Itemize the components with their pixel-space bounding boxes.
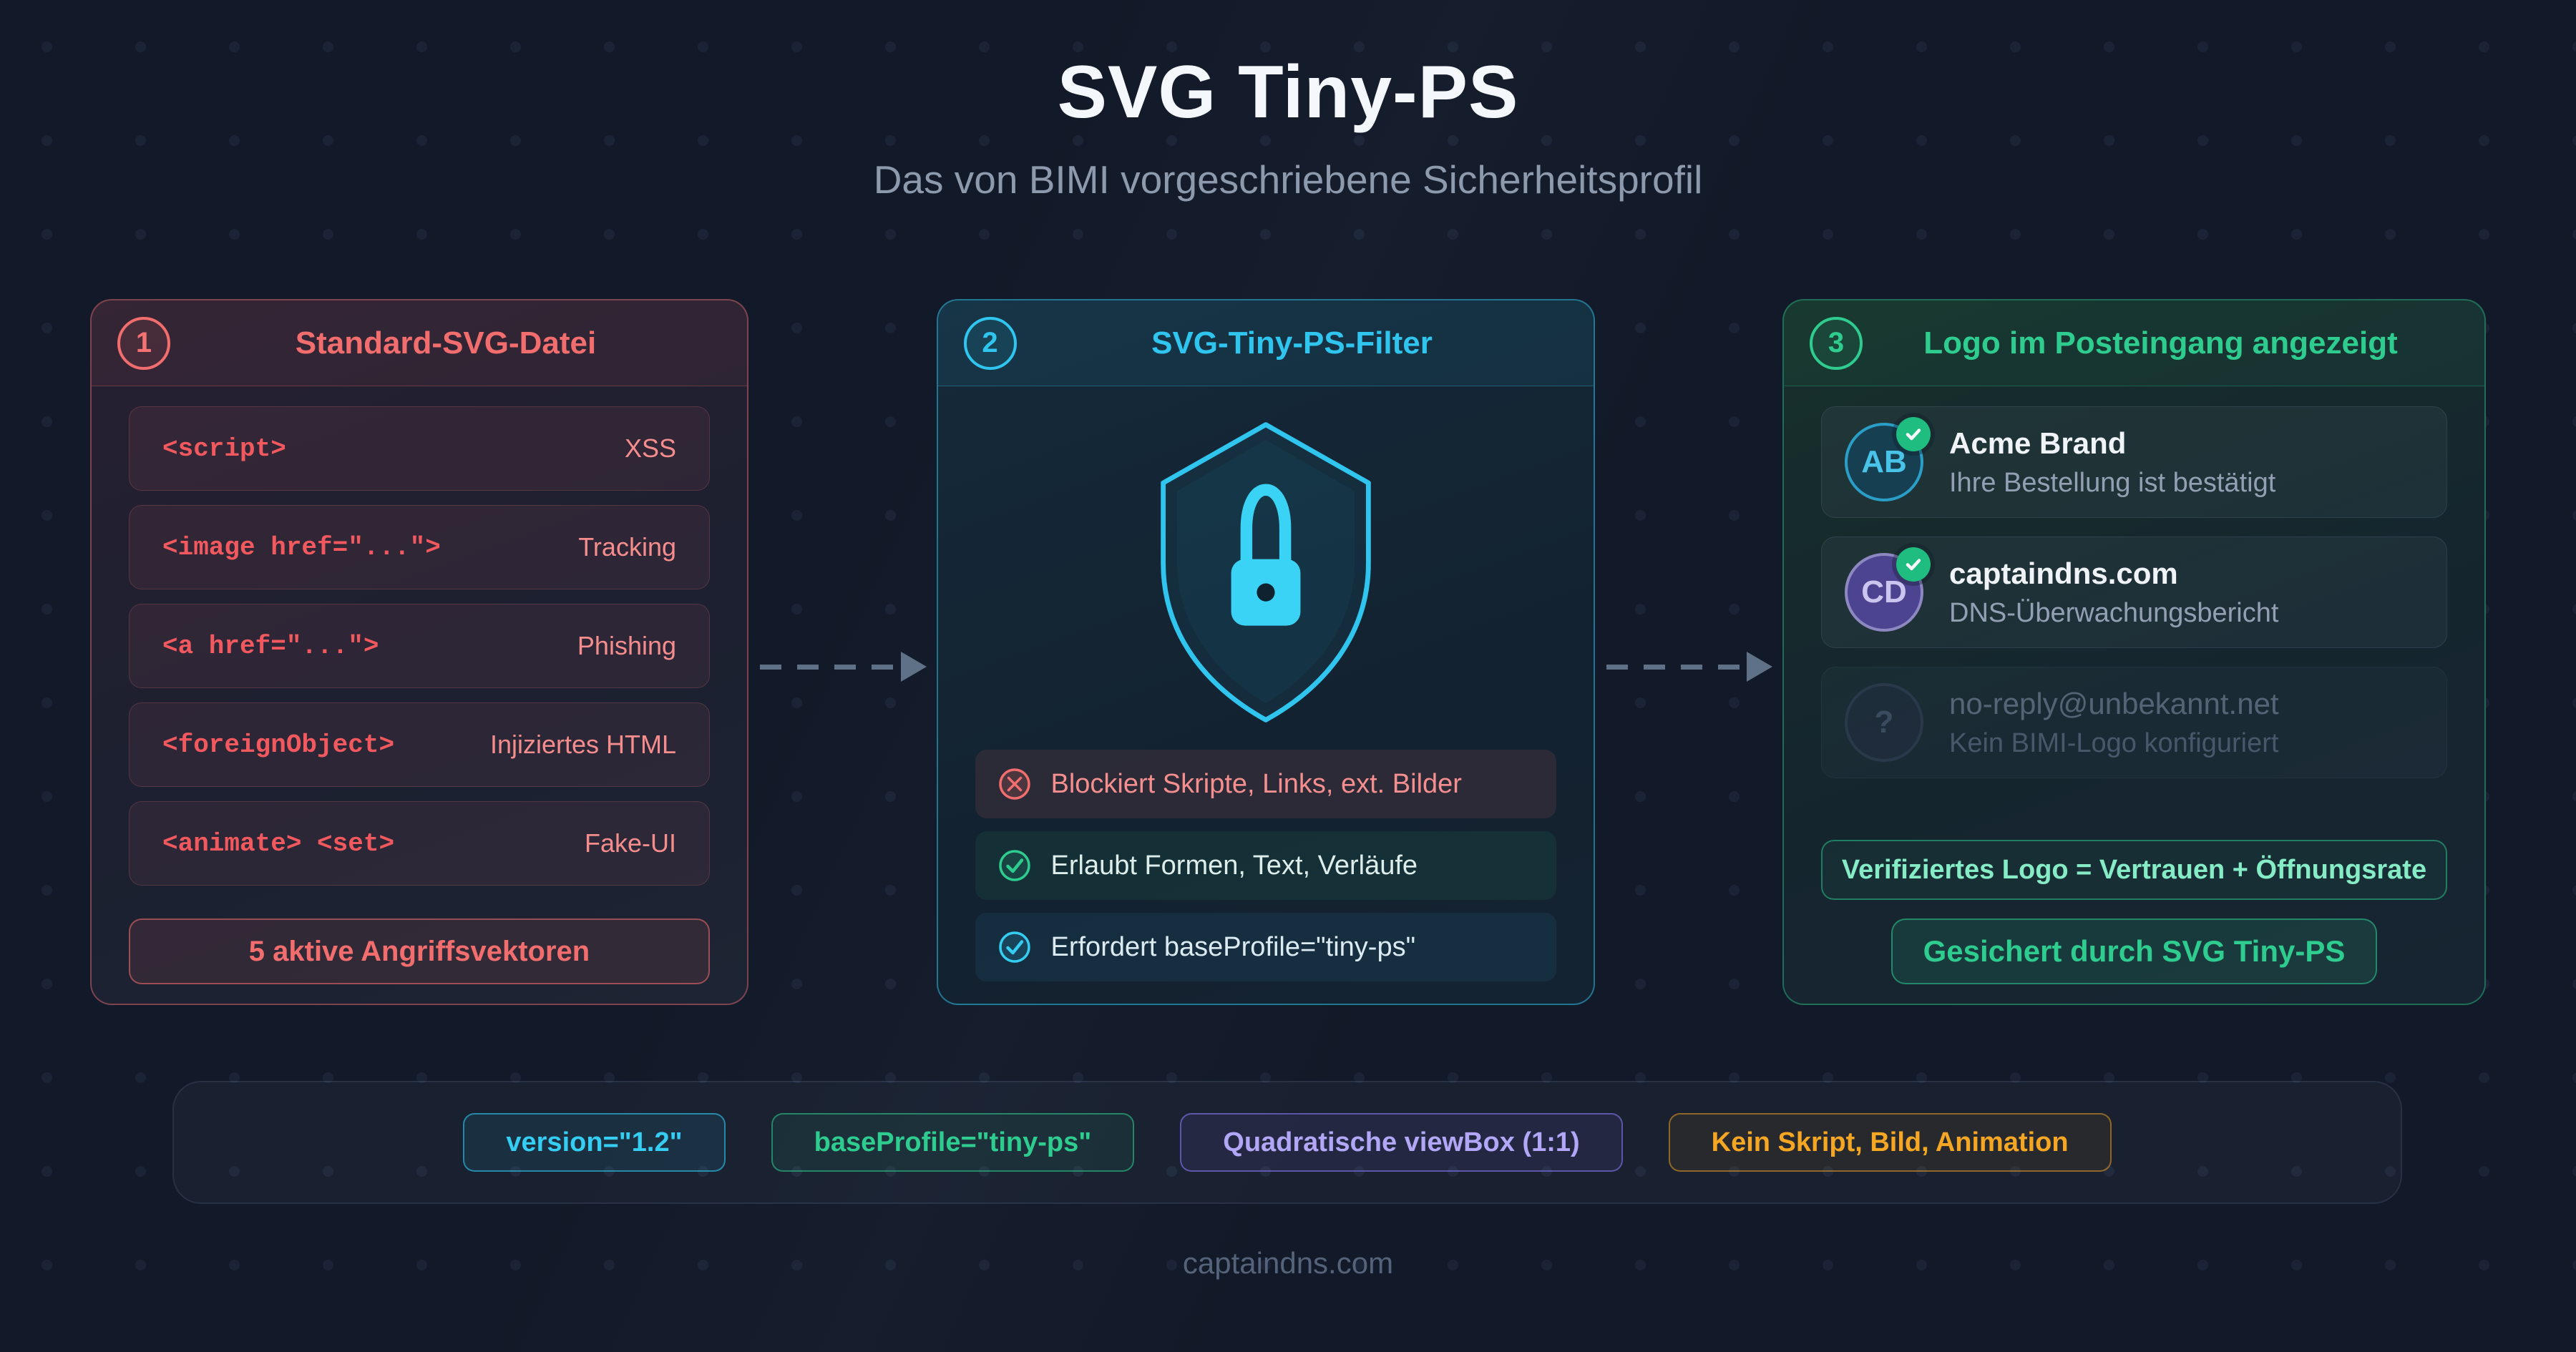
flow-arrow-icon bbox=[760, 652, 927, 682]
verified-check-icon bbox=[1896, 417, 1931, 451]
email-sender-name: no-reply@unbekannt.net bbox=[1949, 686, 2279, 720]
spec-pill-viewbox: Quadratische viewBox (1:1) bbox=[1180, 1113, 1623, 1172]
filter-rule-text: Blockiert Skripte, Links, ext. Bilder bbox=[1050, 768, 1462, 799]
step-number-badge: 3 bbox=[1810, 316, 1863, 370]
allowed-circle-check-icon bbox=[998, 850, 1030, 881]
email-row-captaindns: CD captaindns.com DNS-Überwachungsberich… bbox=[1821, 537, 2447, 648]
attack-count-badge: 5 aktive Angriffsvektoren bbox=[129, 919, 710, 984]
filter-rule-blocked: Blockiert Skripte, Links, ext. Bilder bbox=[975, 750, 1556, 818]
panel-standard-svg-body: <script> XSS <image href="..."> Tracking… bbox=[92, 386, 747, 1004]
flow-connector bbox=[1595, 299, 1783, 1005]
email-subject: Kein BIMI-Logo konfiguriert bbox=[1949, 728, 2279, 758]
required-circle-check-icon bbox=[998, 931, 1030, 963]
filter-rule-allowed: Erlaubt Formen, Text, Verläufe bbox=[975, 831, 1556, 900]
attack-vector-row: <animate> <set> Fake-UI bbox=[129, 801, 710, 886]
threat-label: Tracking bbox=[578, 532, 676, 562]
code-tag: <a href="..."> bbox=[162, 631, 379, 661]
email-subject: Ihre Bestellung ist bestätigt bbox=[1949, 467, 2276, 498]
panel-tinyps-filter-body: Blockiert Skripte, Links, ext. Bilder Er… bbox=[938, 386, 1594, 1004]
blocked-circle-x-icon bbox=[998, 768, 1030, 800]
attack-vector-row: <foreignObject> Injiziertes HTML bbox=[129, 702, 710, 787]
shield-lock-icon bbox=[975, 416, 1556, 728]
avatar-unknown-icon: ? bbox=[1845, 683, 1923, 762]
code-tag: <script> bbox=[162, 433, 286, 464]
panel-inbox-result-header: 3 Logo im Posteingang angezeigt bbox=[1784, 300, 2484, 386]
threat-label: Fake-UI bbox=[584, 828, 676, 858]
panel-tinyps-filter-header: 2 SVG-Tiny-PS-Filter bbox=[937, 300, 1594, 386]
page-title: SVG Tiny-PS bbox=[1057, 51, 1519, 134]
threat-label: XSS bbox=[624, 433, 676, 463]
panel-tinyps-filter: 2 SVG-Tiny-PS-Filter bbox=[936, 299, 1595, 1005]
filter-rule-text: Erlaubt Formen, Text, Verläufe bbox=[1050, 850, 1418, 881]
avatar-initials: CD bbox=[1845, 553, 1923, 632]
panel-standard-svg-header: 1 Standard-SVG-Datei bbox=[92, 300, 747, 386]
spec-pill-version: version="1.2" bbox=[463, 1113, 726, 1172]
avatar-initials: AB bbox=[1845, 423, 1923, 501]
page-header: SVG Tiny-PS Das von BIMI vorgeschriebene… bbox=[0, 50, 2576, 202]
secured-badge: Gesichert durch SVG Tiny-PS bbox=[1891, 919, 2377, 984]
email-row-acme: AB Acme Brand Ihre Bestellung ist bestät… bbox=[1821, 406, 2447, 518]
code-tag: <image href="..."> bbox=[162, 532, 441, 562]
filter-rule-required: Erfordert baseProfile="tiny-ps" bbox=[975, 913, 1556, 981]
footer-brand: captaindns.com bbox=[1182, 1246, 1394, 1280]
steps-row: 1 Standard-SVG-Datei <script> XSS <image… bbox=[90, 299, 2486, 1005]
threat-label: Phishing bbox=[577, 631, 676, 660]
flow-arrow-icon bbox=[1606, 652, 1772, 682]
code-tag: <animate> <set> bbox=[162, 828, 395, 858]
attack-vector-row: <image href="..."> Tracking bbox=[129, 505, 710, 589]
trust-note-pill: Verifiziertes Logo = Vertrauen + Öffnung… bbox=[1821, 840, 2447, 900]
spec-pill-baseprofile: baseProfile="tiny-ps" bbox=[771, 1113, 1135, 1172]
email-sender-name: captaindns.com bbox=[1949, 556, 2178, 590]
email-subject: DNS-Überwachungsbericht bbox=[1949, 597, 2279, 628]
panel-standard-svg: 1 Standard-SVG-Datei <script> XSS <image… bbox=[90, 299, 748, 1005]
threat-label: Injiziertes HTML bbox=[489, 730, 676, 759]
verified-check-icon bbox=[1896, 547, 1931, 582]
flow-connector bbox=[748, 299, 937, 1005]
email-sender-name: Acme Brand bbox=[1949, 426, 2127, 460]
email-row-unknown: ? no-reply@unbekannt.net Kein BIMI-Logo … bbox=[1821, 667, 2447, 778]
attack-vector-row: <a href="..."> Phishing bbox=[129, 604, 710, 688]
panel-inbox-result: 3 Logo im Posteingang angezeigt AB Acme … bbox=[1782, 299, 2486, 1005]
panel-inbox-result-body: AB Acme Brand Ihre Bestellung ist bestät… bbox=[1784, 386, 2484, 1004]
code-tag: <foreignObject> bbox=[162, 730, 395, 760]
panel-title: Logo im Posteingang angezeigt bbox=[1923, 325, 2398, 361]
sender-avatar: ? bbox=[1845, 683, 1923, 762]
attack-vector-row: <script> XSS bbox=[129, 406, 710, 491]
filter-rule-text: Erfordert baseProfile="tiny-ps" bbox=[1050, 931, 1416, 962]
filter-rules-list: Blockiert Skripte, Links, ext. Bilder Er… bbox=[975, 750, 1556, 994]
sender-avatar: AB bbox=[1845, 417, 1931, 501]
panel-title: Standard-SVG-Datei bbox=[295, 325, 597, 361]
sender-avatar: CD bbox=[1845, 547, 1931, 632]
page-subtitle: Das von BIMI vorgeschriebene Sicherheits… bbox=[873, 157, 1703, 202]
spec-requirements-bar: version="1.2" baseProfile="tiny-ps" Quad… bbox=[172, 1081, 2402, 1204]
step-number-badge: 2 bbox=[963, 316, 1017, 370]
panel-title: SVG-Tiny-PS-Filter bbox=[1151, 325, 1433, 361]
step-number-badge: 1 bbox=[117, 316, 170, 370]
spec-pill-noscript: Kein Skript, Bild, Animation bbox=[1668, 1113, 2112, 1172]
